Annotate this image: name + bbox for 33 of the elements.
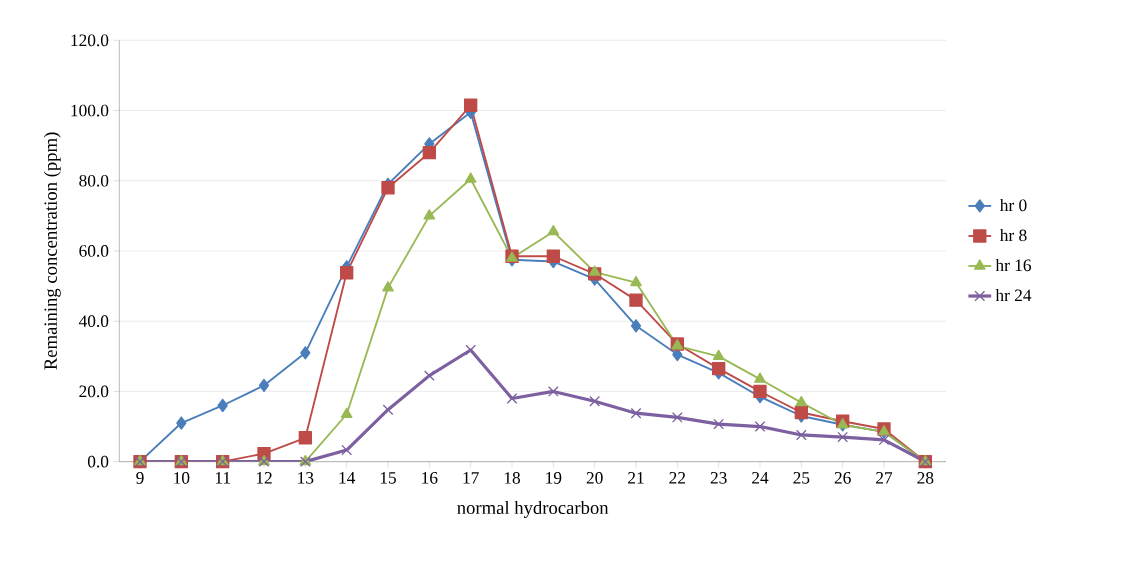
x-tick-label: 17 [463, 472, 479, 484]
x-tick-label: 22 [669, 472, 686, 484]
y-axis-title: Remaining concentration (ppm) [43, 132, 61, 370]
y-tick-label: 0.0 [87, 455, 109, 468]
x-tick-label: 14 [339, 472, 356, 484]
x-tick-label: 15 [380, 472, 396, 484]
y-tick-label: 120.0 [71, 34, 109, 47]
x-tick-label: 11 [215, 472, 230, 484]
x-tick-label: 23 [710, 472, 727, 484]
x-tick-label: 10 [174, 472, 190, 484]
x-tick-label: 27 [876, 472, 893, 484]
legend-label: hr 8 [999, 228, 1027, 242]
x-tick-label: 18 [504, 472, 521, 484]
x-tick-label: 12 [256, 472, 272, 484]
x-tick-label: 9 [136, 472, 144, 484]
x-tick-label: 13 [298, 472, 314, 484]
x-tick-label: 26 [834, 472, 851, 484]
y-tick-label: 60.0 [79, 245, 109, 257]
x-tick-label: 25 [793, 472, 810, 484]
x-tick-label: 20 [586, 472, 603, 484]
x-axis-title: normal hydrocarbon [457, 500, 609, 518]
x-tick-label: 19 [546, 472, 562, 484]
y-tick-label: 100.0 [71, 104, 109, 117]
y-tick-label: 80.0 [79, 174, 109, 187]
x-tick-label: 16 [422, 472, 438, 484]
x-tick-label: 24 [752, 472, 769, 484]
legend-label: hr 0 [999, 198, 1027, 212]
y-tick-label: 40.0 [78, 315, 109, 328]
x-tick-label: 28 [917, 472, 934, 484]
legend-label: hr 16 [995, 258, 1032, 272]
y-tick-label: 20.0 [79, 385, 109, 398]
x-tick-label: 21 [628, 472, 644, 484]
legend-label: hr 24 [995, 289, 1032, 302]
